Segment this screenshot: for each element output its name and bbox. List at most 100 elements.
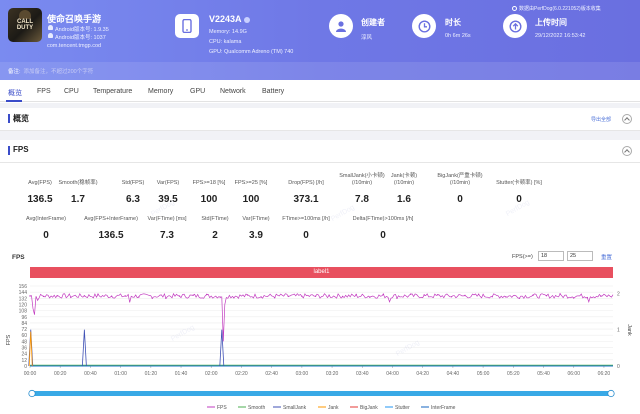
stat-label: FPS>=25 [%] [234,180,268,186]
stat-value: 7.3 [160,230,174,241]
collapse-icon[interactable] [622,146,632,156]
duration-value: 0h 6m 26s [445,33,471,39]
fps-point [246,294,249,296]
stat-value: 0 [457,194,463,205]
duration-label: 时长 [445,18,461,27]
stat-value: 0 [303,230,309,241]
y-tick-label: 108 [19,309,28,315]
y-tick-label: 84 [21,321,27,327]
stat-label: Avg(InterFrame) [26,216,66,222]
x-tick-label: 05:00 [477,371,490,377]
fps-point [138,296,140,298]
creator-label: 创建者 [361,18,385,27]
x-tick-label: 03:40 [356,371,369,377]
overview-section: 概览 导出全部 [0,108,640,130]
y-right-tick-label: 2 [617,291,620,297]
user-icon [329,14,353,38]
reset-button[interactable]: 重置 [601,255,613,261]
stat-label: Std(FPS) [121,180,145,186]
creator-value: 淳风 [361,35,373,41]
fps-point [110,295,113,297]
collapse-icon[interactable] [622,114,632,124]
fps-threshold-input-1[interactable] [538,251,564,261]
tab-fps[interactable]: FPS [37,88,51,95]
tab-battery[interactable]: Battery [262,88,285,95]
remark-field[interactable]: 备注: 添加备注，不超过200个字符 [8,69,94,75]
label-bar[interactable]: label1 [30,267,613,278]
stat-value: 6.3 [126,194,140,205]
tab-overview[interactable]: 概览 [8,90,22,97]
legend-item: BigJank [360,405,378,411]
legend-item: SmallJank [283,405,307,411]
stat-value: 7.8 [355,194,369,205]
stat-label: Var(FTime) [242,216,270,222]
slider-handle-end [607,389,615,398]
tab-temperature[interactable]: Temperature [93,88,133,95]
stat-value: 0 [516,194,522,205]
fps-point [491,296,493,298]
fps-line-chart[interactable]: 01224364860728496108120132144156012FPSJa… [0,280,640,414]
y-tick-label: 144 [19,290,28,296]
x-tick-label: 04:40 [447,371,460,377]
fps-threshold-label: FPS(>=) [512,254,533,260]
fps-point [369,296,371,298]
fps-point [219,296,221,298]
chart-title: FPS [12,254,25,261]
fps-point [409,293,412,295]
legend-item: FPS [217,405,227,411]
fps-point [206,293,208,296]
android-icon [48,25,53,30]
stat-label: BigJank(严重卡顿) (/10min) [437,173,483,186]
fps-point [518,297,521,299]
legend-item: InterFrame [431,405,456,411]
report-header: CALL DUTY 使命召唤手游 Android版本号: 1.9.35 Andr… [0,0,640,80]
fps-point [83,295,86,297]
fps-point [437,294,439,296]
info-badge-icon [243,16,250,23]
fps-point [382,293,385,295]
stat-value: 39.5 [158,194,178,205]
tab-network[interactable]: Network [220,88,246,95]
stat-value: 0 [380,230,386,241]
upload-label: 上传时间 [535,18,567,27]
x-tick-label: 00:00 [24,371,37,377]
y-tick-label: 120 [19,302,28,308]
stat-value: 2 [212,230,218,241]
tab-memory[interactable]: Memory [148,88,174,95]
fps-point [192,294,194,296]
x-tick-label: 00:20 [54,371,67,377]
app-package: com.tencent.tmgp.cod [47,43,102,49]
fps-point [423,294,425,296]
legend-item: Jank [328,405,339,411]
slider-handle-start [28,389,36,398]
app-logo: CALL DUTY [8,8,42,42]
fps-section-header: FPS [0,140,640,162]
upload-value: 29/12/2022 16:53:42 [535,33,586,39]
stat-value: 3.9 [249,230,263,241]
tab-cpu[interactable]: CPU [64,88,79,95]
fps-threshold-input-2[interactable] [567,251,593,261]
stat-label: Avg(FPS+InterFrame) [84,216,138,222]
remark-bar [0,62,640,80]
stat-value: 0 [43,230,49,241]
stat-label: Drop(FPS) [/h] [288,180,324,186]
x-tick-label: 01:40 [175,371,188,377]
x-tick-label: 03:20 [326,371,339,377]
y-right-tick-label: 0 [617,364,620,370]
device-memory: Memory: 14.9G [209,29,247,35]
upload-time-icon [503,14,527,38]
device-gpu: GPU: Qualcomm Adreno (TM) 740 [209,49,294,55]
fps-section-title: FPS [13,145,29,154]
fps-point [559,293,561,295]
x-tick-label: 04:20 [416,371,429,377]
device-name: V2243A [209,14,250,24]
fps-point [573,297,575,299]
stat-value: 1.6 [397,194,411,205]
tab-gpu[interactable]: GPU [190,88,206,95]
stat-label: Jank(卡顿) (/10min) [390,173,418,186]
soldier-icon [19,10,31,19]
fps-point [314,295,317,297]
android-build: Android版本号: 1037 [48,33,106,41]
export-all-link[interactable]: 导出全部 [591,117,612,123]
fps-point [586,296,588,299]
